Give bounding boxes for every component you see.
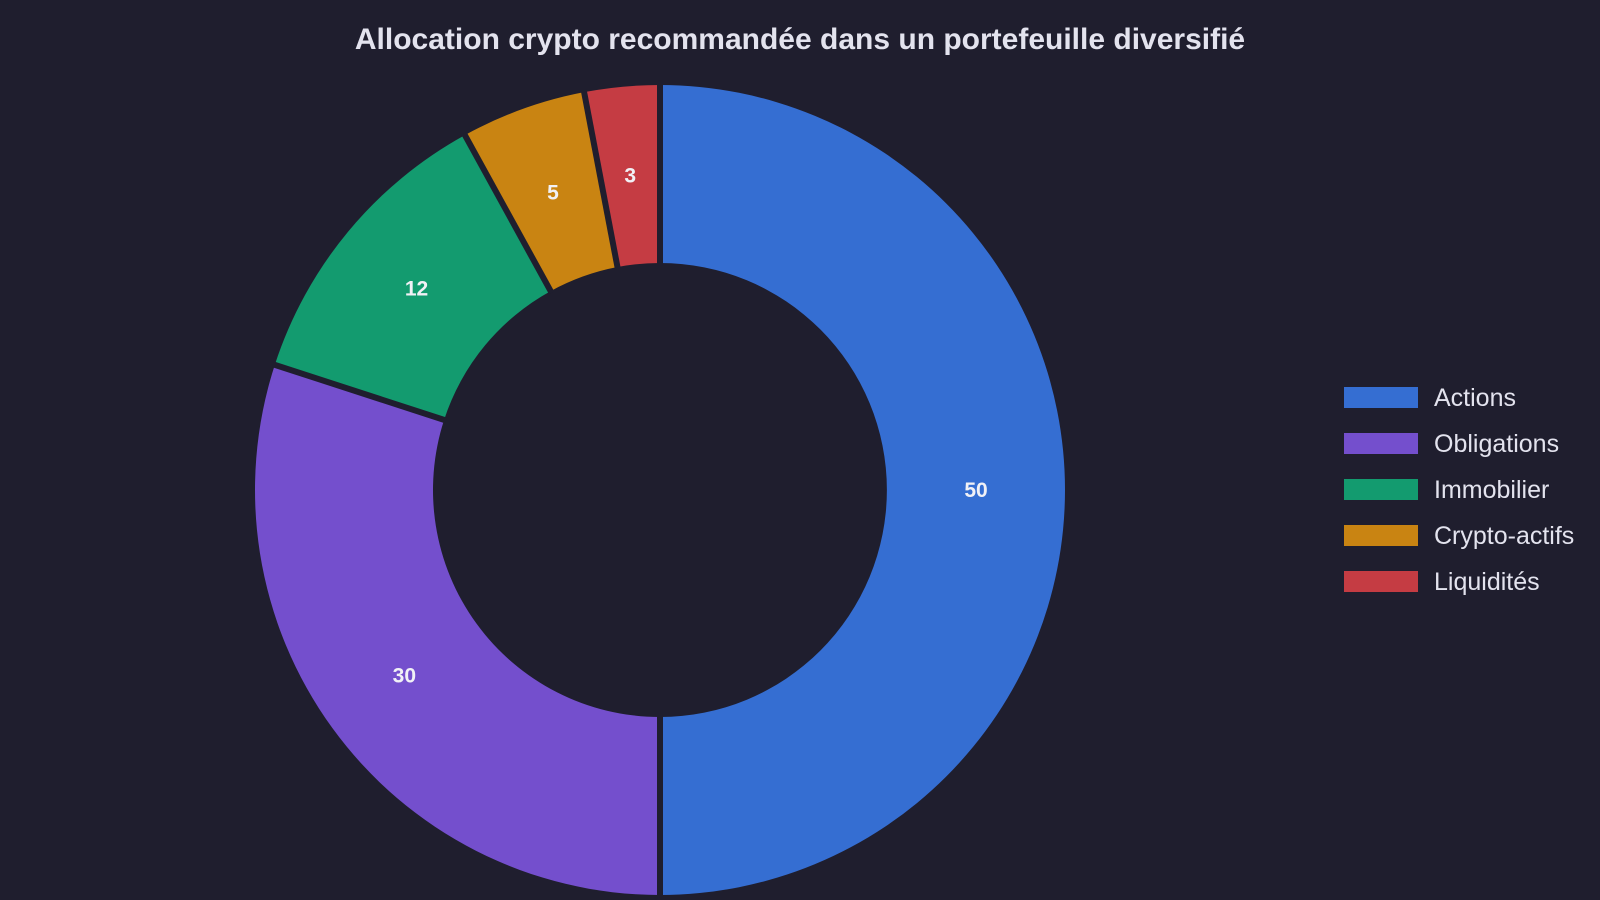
legend: Actions Obligations Immobilier Crypto-actif… xyxy=(1344,384,1574,596)
slice-actions xyxy=(660,85,1065,895)
legend-label-obligations: Obligations xyxy=(1434,430,1559,458)
legend-item-obligations[interactable]: Obligations xyxy=(1344,430,1559,458)
legend-label-immobilier: Immobilier xyxy=(1434,476,1549,504)
slice-separator xyxy=(461,131,555,295)
slice-label-crypto-actifs: 5 xyxy=(547,182,559,205)
slice-label-obligations: 30 xyxy=(393,665,416,688)
legend-item-immobilier[interactable]: Immobilier xyxy=(1344,476,1549,504)
slice-separator xyxy=(580,89,621,270)
legend-label-liquidites: Liquidités xyxy=(1434,568,1540,596)
slice-immobilier xyxy=(274,135,551,420)
legend-swatch-liquidites xyxy=(1344,571,1418,592)
legend-swatch-actions xyxy=(1344,387,1418,408)
legend-swatch-immobilier xyxy=(1344,479,1418,500)
slices-group xyxy=(254,83,1065,897)
slice-separator xyxy=(271,361,447,424)
legend-item-crypto-actifs[interactable]: Crypto-actifs xyxy=(1344,522,1574,550)
slice-liquidites xyxy=(584,85,660,268)
legend-item-actions[interactable]: Actions xyxy=(1344,384,1516,412)
chart-title: Allocation crypto recommandée dans un po… xyxy=(355,23,1245,56)
slice-label-immobilier: 12 xyxy=(405,278,428,301)
legend-swatch-crypto-actifs xyxy=(1344,525,1418,546)
slice-labels-group: 50 30 12 5 3 xyxy=(393,164,988,687)
legend-label-actions: Actions xyxy=(1434,384,1516,412)
slice-obligations xyxy=(254,364,660,895)
slice-crypto-actifs xyxy=(464,92,618,292)
legend-label-crypto-actifs: Crypto-actifs xyxy=(1434,522,1574,550)
legend-item-liquidites[interactable]: Liquidités xyxy=(1344,568,1540,596)
slice-label-liquidites: 3 xyxy=(624,164,636,187)
legend-swatch-obligations xyxy=(1344,433,1418,454)
slice-label-actions: 50 xyxy=(964,479,987,502)
